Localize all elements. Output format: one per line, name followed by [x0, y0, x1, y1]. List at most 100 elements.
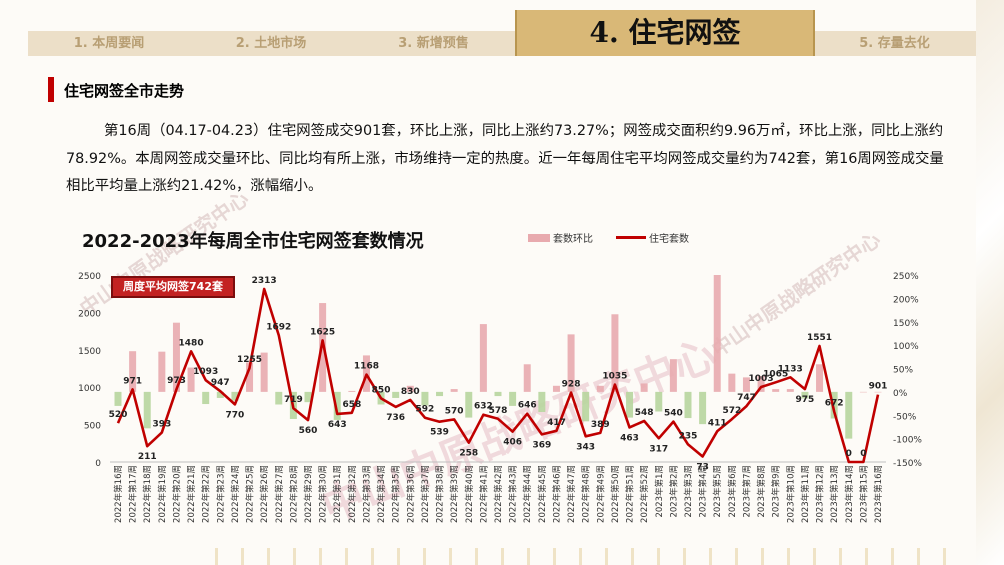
mom-bar	[859, 391, 867, 393]
x-category-label: 2022年第48周	[581, 465, 592, 523]
x-category-label: 2022年第49周	[595, 465, 606, 523]
units-data-label: 947	[211, 378, 230, 388]
x-category-label: 2022年第46周	[551, 465, 562, 523]
units-data-label: 1480	[179, 338, 204, 348]
mom-bar	[684, 391, 692, 419]
tab-inventory-clearance[interactable]: 5. 存量去化	[859, 36, 930, 51]
units-data-label: 369	[532, 440, 551, 450]
units-data-label: 235	[679, 431, 698, 441]
y-right-tick-label: 200%	[893, 295, 919, 305]
x-category-label: 2022年第23周	[215, 465, 226, 523]
chart-title: 2022-2023年每周全市住宅网签套数情况	[82, 231, 424, 252]
mom-bar	[728, 373, 736, 392]
y-left-tick-label: 1000	[78, 384, 101, 394]
x-category-label: 2023年第11周	[800, 465, 811, 523]
mom-bar	[742, 377, 750, 392]
mom-bar	[187, 367, 195, 392]
x-category-label: 2022年第52周	[639, 465, 650, 523]
y-right-tick-label: 250%	[893, 272, 919, 282]
units-data-label: 2313	[252, 276, 277, 286]
mom-bar	[567, 334, 575, 392]
units-data-label: 411	[708, 418, 727, 428]
x-category-label: 2022年第40周	[464, 465, 475, 523]
y-right-tick-label: 0%	[893, 389, 908, 399]
units-data-label: 0	[860, 449, 866, 459]
units-data-label: 389	[591, 420, 610, 430]
mom-bar	[260, 352, 268, 392]
x-category-label: 2022年第45周	[537, 465, 548, 523]
units-data-label: 928	[562, 380, 581, 390]
units-series-line	[116, 287, 880, 464]
mom-bar	[216, 391, 224, 398]
x-category-label: 2022年第32周	[347, 465, 358, 523]
units-data-label: 736	[386, 413, 405, 423]
x-category-label: 2023年第9周	[771, 465, 782, 518]
units-data-label: 393	[152, 420, 171, 430]
units-data-label: 1003	[749, 374, 774, 384]
units-data-label: 719	[284, 395, 303, 405]
tab-new-presale[interactable]: 3. 新增预售	[398, 36, 469, 51]
mom-bar	[436, 391, 444, 397]
y-right-tick-label: -100%	[893, 436, 922, 446]
mom-bar	[509, 391, 517, 406]
x-category-label: 2023年第10周	[785, 465, 796, 523]
mom-bar	[772, 389, 780, 392]
x-category-label: 2022年第25周	[245, 465, 256, 523]
mom-bar	[669, 359, 677, 392]
mom-bar	[465, 391, 473, 418]
units-data-label: 258	[459, 449, 478, 459]
bottom-decoration	[215, 548, 955, 565]
y-left-tick-label: 0	[95, 459, 101, 469]
legend-line-label: 住宅套数	[649, 234, 689, 245]
mom-bar	[246, 362, 254, 392]
y-left-tick-label: 2500	[78, 272, 101, 282]
x-category-label: 2023年第8周	[756, 465, 767, 518]
mom-bar	[582, 391, 590, 422]
x-category-label: 2023年第2周	[668, 465, 679, 518]
x-category-label: 2022年第16周	[113, 465, 124, 523]
units-data-label: 1692	[266, 322, 291, 332]
units-data-label: 632	[474, 402, 493, 412]
mom-bar	[231, 391, 239, 401]
mom-bar	[552, 385, 560, 392]
mom-bar	[801, 391, 809, 399]
mom-bar	[129, 351, 137, 392]
x-category-label: 2022年第20周	[171, 465, 182, 523]
units-data-label: 463	[620, 433, 639, 443]
y-right-tick-label: -50%	[893, 412, 917, 422]
mom-bar	[479, 324, 487, 392]
y-right-tick-label: 50%	[893, 366, 913, 376]
x-category-label: 2023年第3周	[683, 465, 694, 518]
mom-bar	[626, 391, 634, 418]
watermark-small: 中山中原战略研究中心	[75, 186, 253, 320]
section-marker	[48, 77, 54, 102]
mom-bar	[874, 391, 882, 393]
x-category-label: 2023年第6周	[727, 465, 738, 518]
units-data-label: 1035	[602, 372, 627, 382]
mom-bar	[830, 391, 838, 419]
y-left-tick-label: 500	[84, 422, 101, 432]
x-category-label: 2022年第51周	[625, 465, 636, 523]
mom-bar	[699, 391, 707, 425]
legend-bar-label: 套数环比	[553, 234, 593, 245]
x-category-label: 2022年第41周	[478, 465, 489, 523]
mom-bar	[611, 314, 619, 392]
tab-residential-signing[interactable]: 4. 住宅网签	[515, 10, 815, 56]
units-data-label: 592	[416, 405, 435, 415]
mom-bar	[392, 391, 400, 398]
units-data-label: 1133	[778, 364, 803, 374]
x-category-label: 2022年第44周	[522, 465, 533, 523]
mom-bar	[786, 389, 794, 392]
units-data-label: 973	[167, 376, 186, 386]
x-category-label: 2022年第39周	[449, 465, 460, 523]
mom-bar	[143, 391, 151, 429]
y-right-tick-label: -150%	[893, 459, 922, 469]
units-data-label: 540	[664, 409, 683, 419]
mom-bar	[494, 391, 502, 397]
tab-land-market[interactable]: 2. 土地市场	[235, 36, 307, 51]
mom-bar	[450, 389, 458, 392]
tab-weekly-news[interactable]: 1. 本周要闻	[73, 36, 145, 51]
units-data-label: 1065	[763, 369, 788, 379]
units-data-label: 658	[342, 400, 361, 410]
x-category-label: 2023年第4周	[698, 465, 709, 518]
